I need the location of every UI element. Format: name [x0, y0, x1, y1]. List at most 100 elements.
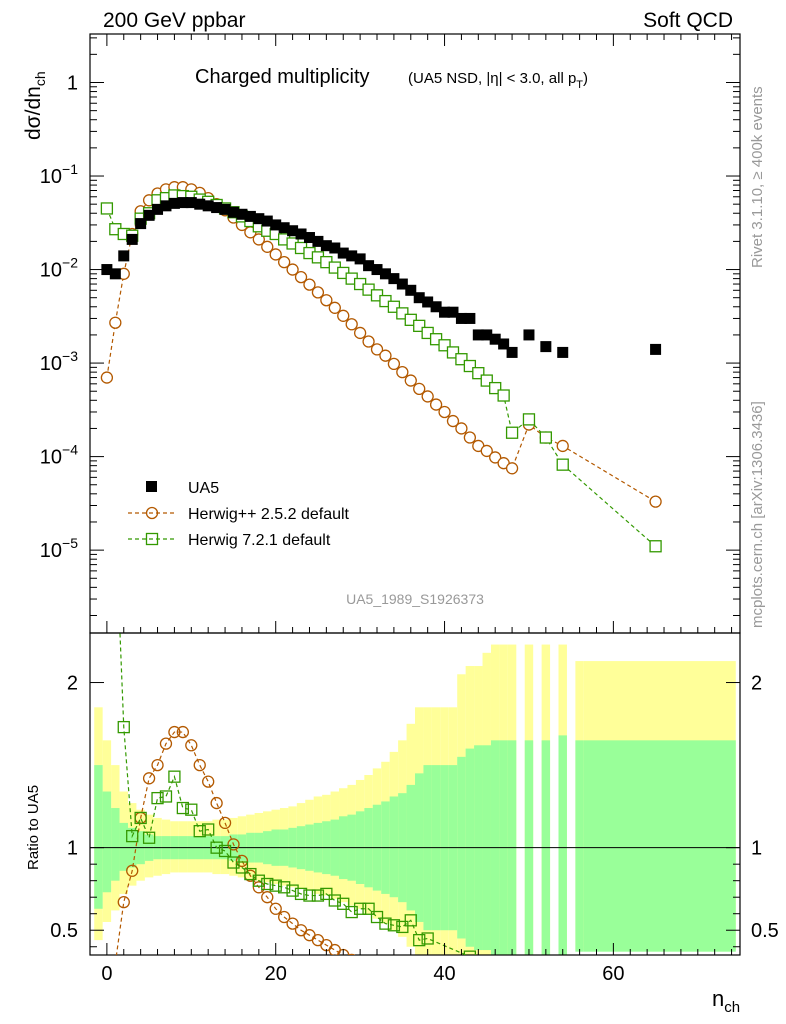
herwig7-point [556, 458, 569, 471]
axis-ticks: 0 20 40 60 1 10−1 10−2 10−3 10−4 10−5 2 2 1 1 0.5 0.5 [40, 34, 779, 985]
chart-subtitle: (UA5 NSD, |η| < 3.0, all pT) [408, 70, 588, 91]
herwigpp-point [109, 316, 122, 329]
herwigpp-point [303, 278, 316, 291]
ua5-point [405, 284, 417, 296]
y-tick-label: 10−2 [40, 255, 78, 282]
ua5-point [523, 329, 535, 341]
ratio-herwig7-point [328, 894, 341, 907]
ratio-herwig7-point [261, 877, 274, 891]
ua5-point [422, 296, 434, 308]
herwigpp-point [379, 349, 392, 362]
ua5-point [481, 329, 493, 341]
ua5-point [337, 247, 349, 259]
herwigpp-point [337, 309, 350, 322]
ua5-point [287, 225, 299, 237]
ratio-herwig7-point [185, 803, 198, 816]
y-tick-label: 1 [67, 72, 78, 94]
header-right: Soft QCD [643, 9, 733, 32]
ratio-herwig7-point [244, 867, 257, 881]
stat-band-bin [575, 740, 584, 952]
ratio-herwigpp-point [218, 816, 232, 830]
ratio-herwigpp-point [328, 943, 341, 955]
ratio-herwig7-point [210, 841, 223, 854]
herwigpp-point [353, 326, 367, 340]
legend-label-ua5: UA5 [188, 480, 219, 497]
ratio-herwigpp-point [261, 891, 274, 904]
stat-band-bin [583, 740, 736, 952]
ratio-herwigpp-point [278, 910, 291, 924]
herwig7-point [505, 426, 519, 439]
herwigpp-line [106, 186, 656, 503]
ua5-point [118, 250, 130, 262]
ua5-point [430, 301, 442, 313]
ua5-point [455, 312, 467, 324]
ratio-axis-label: Ratio to UA5 [25, 785, 42, 870]
x-tick-label: 40 [433, 963, 455, 985]
herwigpp-point [489, 451, 502, 464]
ua5-point [270, 219, 282, 231]
ua5-point [168, 197, 180, 209]
ua5-point [202, 200, 214, 212]
ratio-herwig7-point [362, 902, 375, 915]
ratio-herwig7-point [413, 933, 426, 947]
herwigpp-point [421, 390, 434, 403]
ratio-tick-label-left: 1 [67, 838, 78, 860]
herwig7-point [649, 540, 662, 553]
ratio-herwigpp-point [193, 758, 206, 772]
herwigpp-point [438, 405, 451, 419]
herwigpp-point [396, 365, 409, 379]
herwig7-point [396, 307, 409, 320]
frame-lines [89, 33, 741, 956]
x-tick-label: 60 [602, 963, 624, 985]
herwigpp-point [311, 286, 325, 299]
legend-label-herwig7: Herwig 7.2.1 default [188, 532, 331, 549]
ratio-herwig7-point [117, 720, 130, 734]
ratio-herwig7-point [252, 874, 265, 887]
herwigpp-point [649, 495, 662, 508]
ratio-herwig7-point [311, 889, 325, 902]
ratio-herwig7-point [218, 844, 232, 858]
ratio-herwigpp-point [151, 758, 164, 772]
ua5-point [506, 346, 518, 358]
mcplots-source-text: mcplots.cern.ch [arXiv:1306.3436] [749, 401, 766, 628]
y-tick-label: 10−1 [40, 161, 78, 188]
herwigpp-point [455, 422, 468, 435]
ratio-herwigpp-point [202, 775, 215, 788]
ua5-point [278, 222, 290, 234]
ua5-point [236, 208, 248, 220]
legend-label-herwigpp: Herwig++ 2.5.2 default [188, 506, 350, 523]
herwigpp-point [370, 343, 384, 356]
ratio-herwigpp-point [269, 902, 282, 915]
ratio-herwig7-point [421, 932, 434, 945]
ua5-point [126, 233, 138, 245]
herwigpp-point [413, 382, 426, 396]
ua5-point [379, 268, 391, 280]
ua5-point [101, 264, 113, 276]
ua5-point [253, 213, 265, 225]
ua5-point [354, 253, 366, 265]
ratio-herwig7-point [168, 770, 181, 783]
ratio-herwigpp-point [252, 881, 265, 894]
ratio-herwigpp-point [286, 917, 299, 930]
ratio-herwig7-point [294, 887, 308, 901]
legend-marker-ua5 [146, 481, 157, 492]
herwig7-point [413, 319, 426, 333]
herwigpp-point [404, 374, 417, 387]
ratio-herwig7-point [396, 920, 409, 934]
ratio-herwig7-point [345, 905, 358, 919]
ua5-point [211, 202, 223, 214]
ratio-tick-label-right: 1 [751, 838, 762, 860]
ratio-herwig7-point [202, 823, 215, 836]
rivet-version-text: Rivet 3.1.10, ≥ 400k events [749, 86, 766, 268]
ratio-tick-label-right: 2 [751, 673, 762, 695]
herwigpp-point [328, 301, 341, 314]
ratio-herwig7-point [379, 917, 392, 930]
herwig7-point [463, 359, 477, 373]
herwigpp-point [261, 240, 274, 253]
y-tick-label: 10−5 [40, 535, 78, 562]
ratio-herwig7-point [134, 811, 147, 825]
main-series-group [100, 181, 662, 553]
herwig7-point [100, 202, 114, 215]
ratio-herwig7-point [337, 897, 350, 910]
ratio-herwig7-point [278, 881, 291, 894]
